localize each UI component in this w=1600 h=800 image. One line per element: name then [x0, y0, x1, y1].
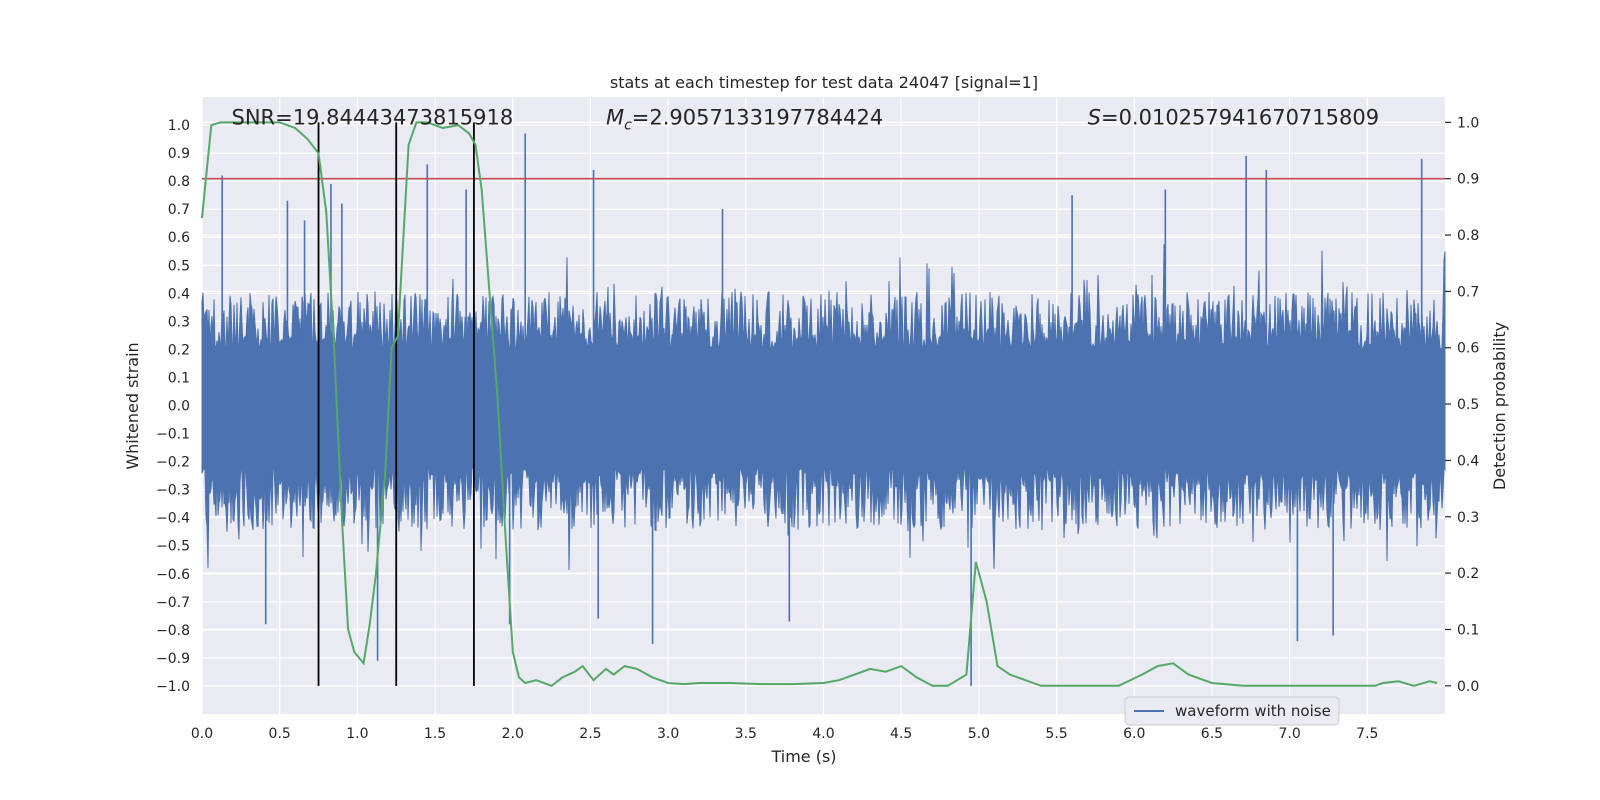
- y-right-tick-label: 0.3: [1457, 510, 1479, 526]
- y-left-tick-label: 0.6: [168, 230, 190, 246]
- y-left-tick-label: −1.0: [156, 679, 190, 695]
- waveform-noise-band: [201, 244, 1446, 571]
- x-tick-label: 7.5: [1356, 726, 1378, 742]
- y-left-tick-label: 0.3: [168, 314, 190, 330]
- x-tick-label: 6.5: [1201, 726, 1223, 742]
- y-left-tick-label: −0.6: [156, 567, 190, 583]
- x-tick-label: 5.5: [1045, 726, 1067, 742]
- chirp-mass-symbol: M: [606, 106, 624, 130]
- y-right-tick-label: 0.9: [1457, 172, 1479, 188]
- y-left-tick-label: −0.3: [156, 483, 190, 499]
- chirp-mass-value: =2.9057133197784424: [632, 106, 883, 130]
- y-right-tick-label: 0.4: [1457, 453, 1479, 469]
- x-tick-label: 0.5: [269, 726, 291, 742]
- x-tick-label: 5.0: [968, 726, 990, 742]
- legend-label-waveform: waveform with noise: [1175, 702, 1331, 720]
- probability-series: [201, 121, 1438, 687]
- chart-title: stats at each timestep for test data 240…: [610, 73, 1038, 92]
- y-axis-left-label: Whitened strain: [123, 342, 142, 469]
- x-tick-label: 2.5: [579, 726, 601, 742]
- y-left-tick-label: 0.9: [168, 146, 190, 162]
- legend: waveform with noise: [1124, 696, 1340, 726]
- s-symbol: S: [1088, 106, 1101, 130]
- x-tick-label: 4.5: [890, 726, 912, 742]
- y-left-tick-label: −0.2: [156, 455, 190, 471]
- x-axis-label: Time (s): [770, 747, 836, 766]
- y-left-tick-label: −0.9: [156, 651, 190, 667]
- y-left-tick-label: 0.0: [168, 399, 190, 415]
- y-left-tick-label: −0.8: [156, 623, 190, 639]
- y-axis-right-label: Detection probability: [1490, 322, 1509, 490]
- y-left-tick-label: 1.0: [168, 118, 190, 134]
- y-left-tick-label: 0.5: [168, 258, 190, 274]
- y-right-tick-label: 0.0: [1457, 679, 1479, 695]
- y-right-tick-label: 1.0: [1457, 115, 1479, 131]
- y-left-tick-label: 0.4: [168, 286, 190, 302]
- y-left-tick-label: −0.4: [156, 511, 190, 527]
- x-tick-label: 4.0: [812, 726, 834, 742]
- axes: 0.0 0.5 1.0 1.5 2.0 2.5 3.0 3.5 4.0 4.5 5.0 5.5 6.0 6…: [156, 115, 1479, 742]
- y-right-tick-label: 0.2: [1457, 566, 1479, 582]
- waveform-series: [201, 133, 1446, 686]
- y-left-tick-label: −0.1: [156, 427, 190, 443]
- x-tick-label: 1.5: [424, 726, 446, 742]
- y-right-tick-label: 0.6: [1457, 341, 1479, 357]
- y-right-tick-label: 0.8: [1457, 228, 1479, 244]
- x-tick-label: 3.5: [735, 726, 757, 742]
- y-right-tick-label: 0.1: [1457, 622, 1479, 638]
- chirp-mass-annotation: Mc=2.9057133197784424: [606, 106, 883, 134]
- s-value: =0.010257941670715809: [1101, 106, 1379, 130]
- y-left-tick-label: 0.2: [168, 342, 190, 358]
- y-left-tick-label: 0.1: [168, 370, 190, 386]
- y-left-tick-label: 0.7: [168, 202, 190, 218]
- x-tick-label: 6.0: [1123, 726, 1145, 742]
- vertical-lines: [317, 122, 475, 686]
- detection-probability-line: [201, 121, 1438, 687]
- x-tick-label: 3.0: [657, 726, 679, 742]
- y-left-tick-label: −0.5: [156, 539, 190, 555]
- y-left-tick-label: −0.7: [156, 595, 190, 611]
- y-right-tick-label: 0.5: [1457, 397, 1479, 413]
- y-left-tick-label: 0.8: [168, 174, 190, 190]
- s-annotation: S=0.010257941670715809: [1088, 106, 1379, 130]
- x-tick-label: 2.0: [502, 726, 524, 742]
- y-right-tick-label: 0.7: [1457, 284, 1479, 300]
- snr-annotation: SNR=19.84443473815918: [232, 106, 514, 130]
- x-tick-label: 0.0: [191, 726, 213, 742]
- legend-box: [1124, 696, 1340, 726]
- chirp-mass-subscript: c: [624, 118, 632, 134]
- x-tick-label: 7.0: [1278, 726, 1300, 742]
- x-tick-label: 1.0: [346, 726, 368, 742]
